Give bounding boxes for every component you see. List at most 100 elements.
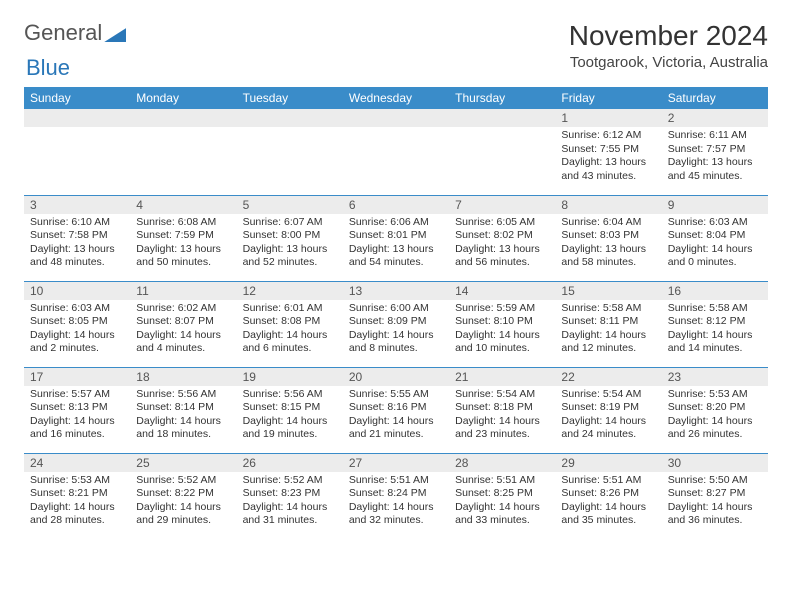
sunrise-text: Sunrise: 6:08 AM [136, 216, 230, 230]
sunrise-text: Sunrise: 6:11 AM [668, 129, 762, 143]
sunset-text: Sunset: 8:10 PM [455, 315, 549, 329]
day-details: Sunrise: 6:02 AMSunset: 8:07 PMDaylight:… [130, 300, 236, 359]
day-number: 9 [662, 196, 768, 214]
sunrise-text: Sunrise: 5:55 AM [349, 388, 443, 402]
calendar-cell: 15Sunrise: 5:58 AMSunset: 8:11 PMDayligh… [555, 281, 661, 367]
daylight-text: Daylight: 14 hours and 21 minutes. [349, 415, 443, 442]
day-number: 11 [130, 282, 236, 300]
calendar-row: 1Sunrise: 6:12 AMSunset: 7:55 PMDaylight… [24, 109, 768, 195]
day-details: Sunrise: 5:56 AMSunset: 8:14 PMDaylight:… [130, 386, 236, 445]
sunrise-text: Sunrise: 6:12 AM [561, 129, 655, 143]
day-number [24, 109, 130, 127]
daylight-text: Daylight: 14 hours and 29 minutes. [136, 501, 230, 528]
calendar-cell [24, 109, 130, 195]
day-details: Sunrise: 6:11 AMSunset: 7:57 PMDaylight:… [662, 127, 768, 186]
sunrise-text: Sunrise: 5:54 AM [561, 388, 655, 402]
daylight-text: Daylight: 14 hours and 31 minutes. [243, 501, 337, 528]
day-number: 25 [130, 454, 236, 472]
day-details: Sunrise: 6:10 AMSunset: 7:58 PMDaylight:… [24, 214, 130, 273]
weekday-header: Sunday [24, 87, 130, 109]
calendar-cell: 5Sunrise: 6:07 AMSunset: 8:00 PMDaylight… [237, 195, 343, 281]
sunrise-text: Sunrise: 5:56 AM [243, 388, 337, 402]
daylight-text: Daylight: 14 hours and 0 minutes. [668, 243, 762, 270]
daylight-text: Daylight: 13 hours and 45 minutes. [668, 156, 762, 183]
day-number: 5 [237, 196, 343, 214]
sunrise-text: Sunrise: 5:57 AM [30, 388, 124, 402]
sunset-text: Sunset: 8:19 PM [561, 401, 655, 415]
sunrise-text: Sunrise: 6:10 AM [30, 216, 124, 230]
day-details: Sunrise: 6:04 AMSunset: 8:03 PMDaylight:… [555, 214, 661, 273]
day-details: Sunrise: 5:54 AMSunset: 8:18 PMDaylight:… [449, 386, 555, 445]
calendar-cell: 10 Sunrise: 6:03 AMSunset: 8:05 PMDayligh… [24, 281, 130, 367]
sunset-text: Sunset: 8:03 PM [561, 229, 655, 243]
calendar-cell: 27Sunrise: 5:51 AMSunset: 8:24 PMDayligh… [343, 453, 449, 539]
day-details: Sunrise: 5:51 AMSunset: 8:25 PMDaylight:… [449, 472, 555, 531]
sunset-text: Sunset: 8:25 PM [455, 487, 549, 501]
sunset-text: Sunset: 7:55 PM [561, 143, 655, 157]
day-number: 24 [24, 454, 130, 472]
sunset-text: Sunset: 8:27 PM [668, 487, 762, 501]
day-number: 15 [555, 282, 661, 300]
calendar-cell: 7Sunrise: 6:05 AMSunset: 8:02 PMDaylight… [449, 195, 555, 281]
day-number: 20 [343, 368, 449, 386]
weekday-header: Monday [130, 87, 236, 109]
daylight-text: Daylight: 14 hours and 28 minutes. [30, 501, 124, 528]
calendar-cell: 3Sunrise: 6:10 AMSunset: 7:58 PMDaylight… [24, 195, 130, 281]
sunset-text: Sunset: 8:02 PM [455, 229, 549, 243]
day-details: Sunrise: 5:50 AMSunset: 8:27 PMDaylight:… [662, 472, 768, 531]
sunset-text: Sunset: 8:14 PM [136, 401, 230, 415]
sunrise-text: Sunrise: 5:53 AM [30, 474, 124, 488]
title-block: November 2024 Tootgarook, Victoria, Aust… [569, 20, 768, 71]
location: Tootgarook, Victoria, Australia [569, 54, 768, 71]
sunset-text: Sunset: 8:09 PM [349, 315, 443, 329]
day-details: Sunrise: 5:52 AMSunset: 8:23 PMDaylight:… [237, 472, 343, 531]
sunset-text: Sunset: 8:07 PM [136, 315, 230, 329]
daylight-text: Daylight: 13 hours and 54 minutes. [349, 243, 443, 270]
sunrise-text: Sunrise: 6:07 AM [243, 216, 337, 230]
calendar-cell: 30Sunrise: 5:50 AMSunset: 8:27 PMDayligh… [662, 453, 768, 539]
sunset-text: Sunset: 7:57 PM [668, 143, 762, 157]
day-details: Sunrise: 5:55 AMSunset: 8:16 PMDaylight:… [343, 386, 449, 445]
sunrise-text: Sunrise: 5:50 AM [668, 474, 762, 488]
sunrise-text: Sunrise: 5:51 AM [561, 474, 655, 488]
day-number: 12 [237, 282, 343, 300]
calendar-cell: 13Sunrise: 6:00 AMSunset: 8:09 PMDayligh… [343, 281, 449, 367]
day-number: 3 [24, 196, 130, 214]
calendar-cell: 18Sunrise: 5:56 AMSunset: 8:14 PMDayligh… [130, 367, 236, 453]
calendar-cell: 1Sunrise: 6:12 AMSunset: 7:55 PMDaylight… [555, 109, 661, 195]
daylight-text: Daylight: 14 hours and 18 minutes. [136, 415, 230, 442]
daylight-text: Daylight: 14 hours and 26 minutes. [668, 415, 762, 442]
calendar-cell: 8Sunrise: 6:04 AMSunset: 8:03 PMDaylight… [555, 195, 661, 281]
sunset-text: Sunset: 8:08 PM [243, 315, 337, 329]
sunrise-text: Sunrise: 6:00 AM [349, 302, 443, 316]
calendar-cell: 26Sunrise: 5:52 AMSunset: 8:23 PMDayligh… [237, 453, 343, 539]
day-number: 13 [343, 282, 449, 300]
sunset-text: Sunset: 8:23 PM [243, 487, 337, 501]
day-details: Sunrise: 5:51 AMSunset: 8:24 PMDaylight:… [343, 472, 449, 531]
day-details: Sunrise: 6:01 AMSunset: 8:08 PMDaylight:… [237, 300, 343, 359]
weekday-header: Friday [555, 87, 661, 109]
daylight-text: Daylight: 14 hours and 2 minutes. [30, 329, 124, 356]
calendar-cell: 20Sunrise: 5:55 AMSunset: 8:16 PMDayligh… [343, 367, 449, 453]
daylight-text: Daylight: 14 hours and 36 minutes. [668, 501, 762, 528]
daylight-text: Daylight: 13 hours and 50 minutes. [136, 243, 230, 270]
day-number: 22 [555, 368, 661, 386]
calendar-cell: 25Sunrise: 5:52 AMSunset: 8:22 PMDayligh… [130, 453, 236, 539]
daylight-text: Daylight: 14 hours and 12 minutes. [561, 329, 655, 356]
daylight-text: Daylight: 13 hours and 52 minutes. [243, 243, 337, 270]
sunrise-text: Sunrise: 6:03 AM [30, 302, 124, 316]
sunset-text: Sunset: 8:11 PM [561, 315, 655, 329]
sunrise-text: Sunrise: 6:03 AM [668, 216, 762, 230]
calendar-row: 10Sunrise: 6:03 AMSunset: 8:05 PMDayligh… [24, 281, 768, 367]
day-number: 10 [24, 282, 130, 300]
sunset-text: Sunset: 8:24 PM [349, 487, 443, 501]
day-details: Sunrise: 5:59 AMSunset: 8:10 PMDaylight:… [449, 300, 555, 359]
logo: General [24, 20, 126, 46]
sunset-text: Sunset: 8:05 PM [30, 315, 124, 329]
day-number: 16 [662, 282, 768, 300]
calendar-table: Sunday Monday Tuesday Wednesday Thursday… [24, 87, 768, 539]
weekday-header: Wednesday [343, 87, 449, 109]
calendar-row: 3Sunrise: 6:10 AMSunset: 7:58 PMDaylight… [24, 195, 768, 281]
day-number: 17 [24, 368, 130, 386]
sunrise-text: Sunrise: 5:53 AM [668, 388, 762, 402]
